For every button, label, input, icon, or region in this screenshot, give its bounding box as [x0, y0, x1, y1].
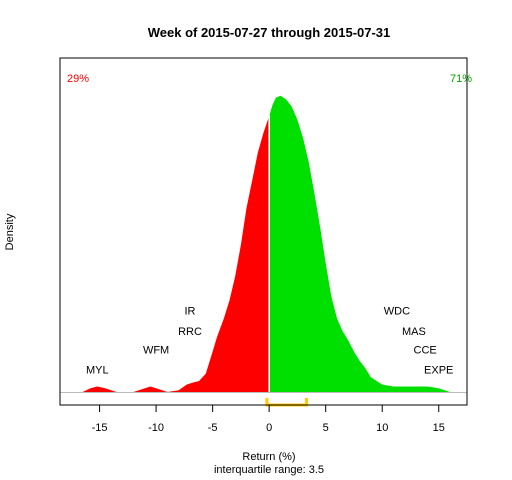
- ticker-label-wdc: WDC: [384, 306, 410, 318]
- ticker-annotations: MYL WFM RRC IR WDC MAS CCE EXPE: [86, 306, 453, 377]
- x-tick-label: -5: [208, 422, 218, 434]
- negative-share-label: 29%: [67, 73, 89, 85]
- ticker-label-myl: MYL: [86, 365, 109, 377]
- y-axis-label: Density: [4, 213, 16, 250]
- x-tick-label: 15: [433, 422, 445, 434]
- negative-density-area: [82, 116, 270, 392]
- ticker-label-rrc: RRC: [178, 326, 202, 338]
- iqr-bracket: [265, 398, 308, 407]
- x-tick-label: 10: [376, 422, 388, 434]
- x-tick-label: -15: [92, 422, 108, 434]
- plot-frame: [59, 57, 468, 406]
- plot-area: [60, 95, 467, 407]
- x-tick-label: 0: [266, 422, 272, 434]
- ticker-label-mas: MAS: [402, 326, 426, 338]
- chart-title: Week of 2015-07-27 through 2015-07-31: [148, 25, 391, 40]
- ticker-label-cce: CCE: [414, 344, 437, 356]
- ticker-label-expe: EXPE: [424, 365, 453, 377]
- x-axis-label: Return (%): [242, 451, 295, 463]
- x-axis: -15 -10 -5 0 5 10 15: [92, 405, 445, 434]
- ticker-label-ir: IR: [185, 306, 196, 318]
- ticker-label-wfm: WFM: [143, 344, 169, 356]
- positive-share-label: 71%: [450, 73, 472, 85]
- positive-density-area: [269, 95, 450, 393]
- x-tick-label: -10: [148, 422, 164, 434]
- x-tick-label: 5: [323, 422, 329, 434]
- iqr-subtitle: interquartile range: 3.5: [214, 464, 324, 476]
